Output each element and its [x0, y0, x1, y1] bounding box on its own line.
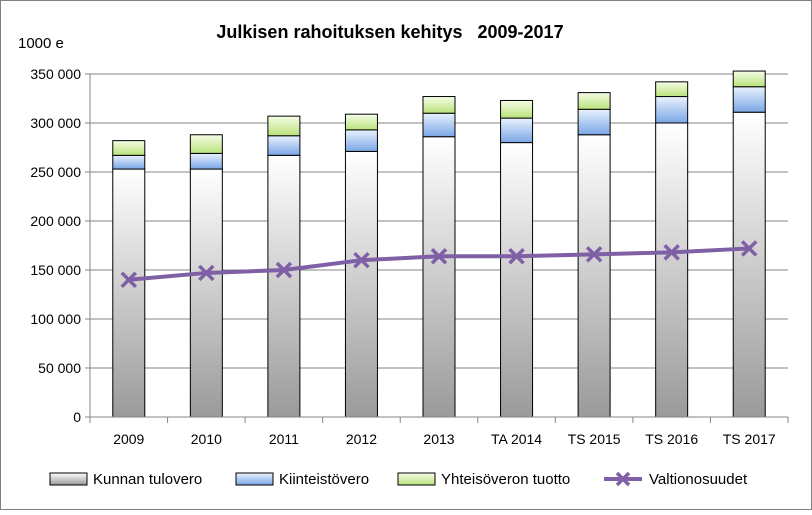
- legend-swatch: [397, 472, 436, 486]
- line-point-0-1: [198, 264, 215, 282]
- bar-segment-2-7: [655, 81, 689, 98]
- bar-segment-2-6: [577, 92, 611, 110]
- bar-segment-0-2: [267, 154, 301, 418]
- bar-segment-0-4: [422, 136, 456, 418]
- y-axis-ticks: 0 50 000 100 000 150 000 200 000 250 000 300 0…: [30, 66, 90, 425]
- line-point-0-8: [740, 240, 758, 257]
- line-point-0-6: [585, 246, 603, 263]
- bar-segment-1-2: [267, 135, 301, 156]
- y-tick-label: 200 000: [30, 213, 81, 229]
- axes: [89, 74, 788, 418]
- y-tick-label: 300 000: [30, 115, 81, 131]
- y-tick-label: 0: [73, 409, 81, 425]
- line-point-0-7: [663, 244, 680, 261]
- legend-label: Kunnan tulovero: [93, 471, 202, 488]
- line-point-0-5: [508, 248, 525, 265]
- bar-segment-0-0: [112, 168, 146, 418]
- chart-title: Julkisen rahoituksen kehitys 2009-2017: [216, 22, 563, 42]
- legend-label: Kiinteistövero: [279, 471, 369, 488]
- bar-segment-1-8: [732, 86, 766, 113]
- bar-segment-2-4: [422, 96, 456, 114]
- x-tick-label: 2009: [113, 431, 144, 447]
- bar-segment-0-3: [344, 150, 378, 418]
- x-tick-label: 2011: [269, 431, 299, 447]
- bar-segment-2-8: [732, 70, 766, 88]
- legend-swatch: [235, 472, 274, 486]
- bar-segment-0-7: [655, 122, 689, 418]
- legend-label: Yhteisöveron tuotto: [441, 471, 570, 488]
- legend-swatch: [49, 472, 88, 486]
- y-tick-label: 50 000: [38, 360, 81, 376]
- legend-item-1: Kiinteistövero: [235, 471, 369, 488]
- bar-segment-1-5: [500, 117, 534, 144]
- line-series-group: [120, 240, 758, 289]
- legend: Kunnan tulovero Kiinteistövero Yhteisövero…: [49, 471, 748, 488]
- line-point-0-2: [275, 261, 293, 279]
- bar-segment-1-4: [422, 112, 456, 138]
- y-unit-label: 1000 e: [18, 35, 64, 52]
- bar-segment-0-8: [732, 111, 766, 418]
- bar-segment-1-6: [577, 108, 611, 136]
- bar-segment-1-7: [655, 96, 689, 124]
- legend-item-2: Yhteisöveron tuotto: [397, 471, 570, 488]
- legend-item-0: Kunnan tulovero: [49, 471, 202, 488]
- bar-segment-2-0: [112, 140, 146, 156]
- bar-segment-1-1: [189, 152, 223, 170]
- bar-segment-1-3: [344, 129, 378, 152]
- bar-segment-1-0: [112, 154, 146, 170]
- x-tick-label: TA 2014: [491, 431, 542, 447]
- y-tick-label: 100 000: [30, 311, 81, 327]
- bar-segment-0-6: [577, 134, 611, 418]
- y-tick-label: 150 000: [30, 262, 81, 278]
- x-tick-label: 2013: [423, 431, 454, 447]
- legend-label: Valtionosuudet: [649, 471, 748, 488]
- x-tick-label: TS 2016: [645, 431, 698, 447]
- line-point-0-0: [120, 271, 138, 289]
- y-tick-label: 350 000: [30, 66, 81, 82]
- bar-segment-2-2: [267, 115, 301, 137]
- bar-segment-2-3: [344, 113, 378, 131]
- x-axis-ticks: 2009 2010 2011 2012 2013 TA 2014 TS 2015 TS 201…: [89, 417, 789, 447]
- line-point-0-4: [430, 248, 448, 265]
- x-tick-label: TS 2015: [568, 431, 621, 447]
- bar-segment-2-5: [500, 99, 534, 119]
- line-point-0-3: [353, 251, 370, 269]
- y-tick-label: 250 000: [30, 164, 81, 180]
- bar-segment-2-1: [189, 134, 223, 154]
- bar-segment-0-5: [500, 142, 534, 418]
- x-tick-label: 2012: [346, 431, 377, 447]
- legend-item-line-0: Valtionosuudet: [604, 471, 748, 488]
- x-tick-label: TS 2017: [723, 431, 776, 447]
- bar-segment-0-1: [189, 168, 223, 418]
- x-tick-label: 2010: [191, 431, 222, 447]
- bars: [112, 70, 766, 418]
